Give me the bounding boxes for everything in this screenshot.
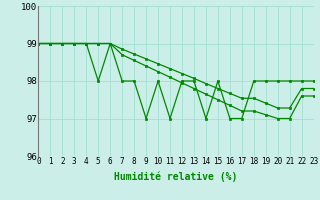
X-axis label: Humidité relative (%): Humidité relative (%)	[114, 172, 238, 182]
